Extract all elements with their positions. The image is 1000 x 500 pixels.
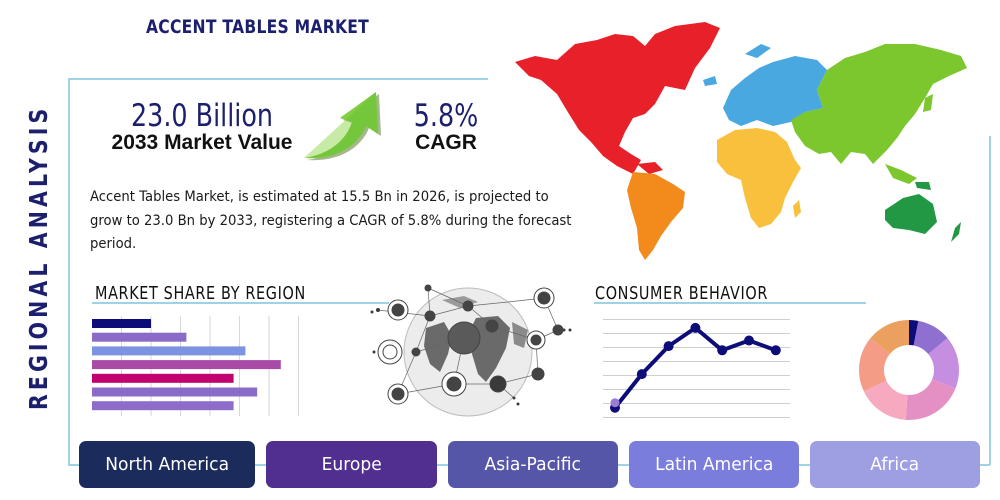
market-share-title: MARKET SHARE BY REGION [95,283,306,304]
bar [92,401,234,411]
market-value-label: 2033 Market Value [111,131,293,154]
page-title: ACCENT TABLES MARKET [146,16,370,38]
oceania-shape [885,194,937,234]
bar [92,373,234,383]
region-label: Europe [321,454,382,475]
consumer-behavior-underline [594,302,866,304]
line-point [744,335,754,346]
region-button-europe[interactable]: Europe [266,441,437,488]
line-point [636,369,647,380]
line-point [663,341,674,352]
bar [92,360,281,370]
region-button-latin-america[interactable]: Latin America [629,441,799,488]
frame-left-border [68,78,70,465]
region-button-africa[interactable]: Africa [810,441,980,488]
market-share-underline [92,302,389,304]
line-point [690,322,701,333]
bar [92,332,187,342]
market-value-stat: 23.0 Billion 2033 Market Value [92,98,312,155]
vertical-section-title: REGIONAL ANALYSIS [24,38,53,410]
donut-chart [859,320,959,420]
africa-shape [717,128,801,228]
line-start-highlight [610,398,620,408]
donut-slice [909,338,959,389]
vertical-title-text: REGIONAL ANALYSIS [24,104,53,410]
line-chart-gridlines [603,319,790,418]
cagr-label: CAGR [415,131,477,154]
region-label: North America [105,454,229,475]
north-america-shape [515,22,720,174]
line-point [770,345,781,356]
region-label: Africa [870,454,920,475]
cagr-stat: 5.8% CAGR [396,98,496,155]
line-chart-points [610,322,781,413]
growth-arrow-icon [304,92,381,161]
europe-shape [723,56,827,126]
bar [92,346,246,356]
globe-network-icon [370,284,572,417]
region-label: Latin America [654,454,774,475]
bar [92,387,258,397]
market-share-bar-chart [92,316,299,416]
region-button-north-america[interactable]: North America [79,441,255,488]
frame-right-border [989,136,991,465]
world-map-icon [515,22,967,260]
region-label: Asia-Pacific [484,454,582,475]
line-point [717,345,728,356]
bar [92,319,151,328]
consumer-behavior-title: CONSUMER BEHAVIOR [595,283,768,304]
region-button-asia-pacific[interactable]: Asia-Pacific [448,441,618,488]
south-america-shape [627,172,685,260]
donut-slice [859,338,909,392]
market-description: Accent Tables Market, is estimated at 15… [90,189,572,252]
bar-chart-bars [92,319,281,411]
asia-shape [791,44,967,164]
consumer-behavior-line-chart [603,319,790,418]
market-value: 23.0 Billion [130,98,274,134]
frame-top-border [68,78,488,80]
cagr-value: 5.8% [413,98,479,134]
